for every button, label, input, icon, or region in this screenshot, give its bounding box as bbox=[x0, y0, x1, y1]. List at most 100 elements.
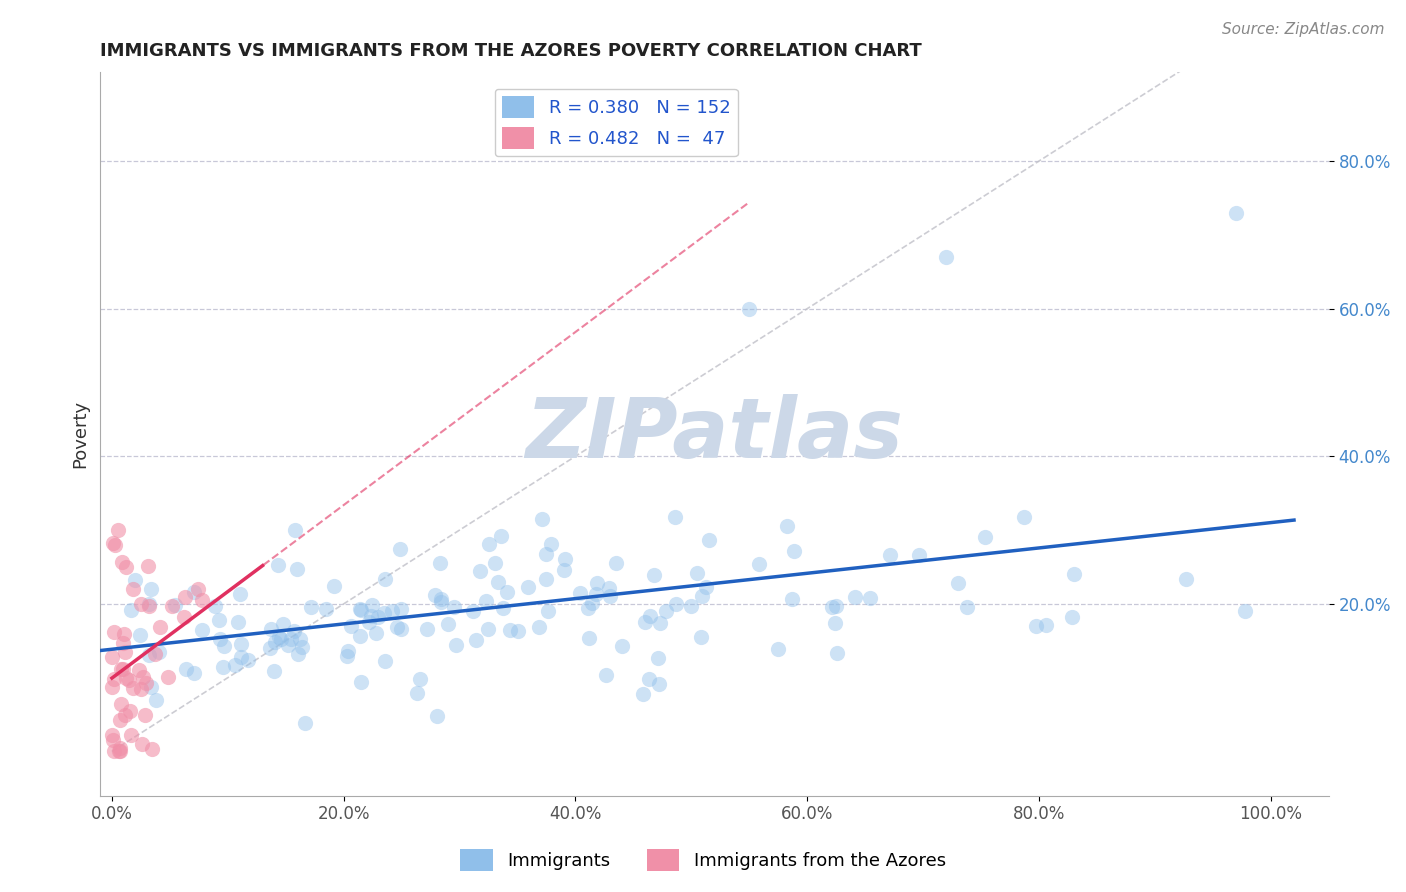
Point bbox=[121, 582, 143, 596]
Point bbox=[686, 566, 709, 580]
Point bbox=[121, 681, 143, 695]
Point bbox=[129, 682, 152, 697]
Point bbox=[946, 575, 969, 590]
Point bbox=[1035, 618, 1057, 632]
Point bbox=[374, 654, 396, 668]
Point bbox=[176, 662, 198, 676]
Point bbox=[1175, 572, 1198, 586]
Point bbox=[112, 627, 135, 641]
Point bbox=[267, 630, 290, 644]
Point bbox=[599, 589, 621, 603]
Point bbox=[648, 616, 671, 631]
Point bbox=[426, 709, 449, 723]
Point bbox=[973, 530, 995, 544]
Point bbox=[173, 609, 195, 624]
Point bbox=[1025, 619, 1047, 633]
Point bbox=[294, 715, 316, 730]
Point bbox=[437, 616, 460, 631]
Point bbox=[576, 601, 599, 615]
Point bbox=[101, 680, 124, 694]
Point bbox=[271, 617, 294, 632]
Point bbox=[187, 582, 209, 596]
Point bbox=[1234, 604, 1257, 618]
Point bbox=[389, 602, 412, 616]
Point bbox=[477, 622, 499, 636]
Point bbox=[138, 597, 160, 611]
Point bbox=[110, 663, 132, 677]
Point bbox=[163, 598, 186, 612]
Point bbox=[191, 623, 214, 637]
Point bbox=[285, 562, 308, 576]
Point bbox=[120, 603, 142, 617]
Text: IMMIGRANTS VS IMMIGRANTS FROM THE AZORES POVERTY CORRELATION CHART: IMMIGRANTS VS IMMIGRANTS FROM THE AZORES… bbox=[100, 42, 922, 60]
Point bbox=[389, 622, 412, 636]
Point bbox=[827, 646, 849, 660]
Point bbox=[633, 688, 655, 702]
Point bbox=[461, 604, 484, 618]
Point bbox=[107, 523, 129, 537]
Point bbox=[160, 599, 183, 613]
Point bbox=[108, 744, 131, 758]
Point bbox=[536, 572, 558, 586]
Point bbox=[695, 580, 717, 594]
Point bbox=[634, 615, 657, 629]
Point bbox=[101, 650, 124, 665]
Point bbox=[647, 650, 669, 665]
Point bbox=[775, 519, 797, 533]
Point bbox=[336, 649, 359, 664]
Point bbox=[145, 693, 167, 707]
Point bbox=[429, 591, 451, 606]
Point bbox=[108, 744, 131, 758]
Point bbox=[101, 536, 124, 550]
Point bbox=[409, 672, 432, 686]
Point bbox=[536, 547, 558, 561]
Point bbox=[824, 615, 846, 630]
Point bbox=[224, 658, 246, 673]
Point bbox=[540, 537, 562, 551]
Point bbox=[103, 624, 125, 639]
Point bbox=[638, 608, 661, 623]
Point bbox=[517, 580, 540, 594]
Point bbox=[132, 669, 155, 683]
Point bbox=[134, 707, 156, 722]
Point bbox=[139, 582, 162, 596]
Point bbox=[506, 624, 529, 639]
Legend: R = 0.380   N = 152, R = 0.482   N =  47: R = 0.380 N = 152, R = 0.482 N = 47 bbox=[495, 88, 738, 156]
Point bbox=[638, 673, 661, 687]
Point bbox=[429, 556, 451, 570]
Point bbox=[470, 565, 492, 579]
Point bbox=[209, 632, 232, 647]
Point bbox=[112, 662, 135, 676]
Point bbox=[374, 572, 396, 586]
Point bbox=[114, 707, 136, 722]
Point bbox=[491, 529, 513, 543]
Point bbox=[128, 628, 150, 642]
Point bbox=[360, 608, 382, 623]
Point bbox=[475, 594, 498, 608]
Point bbox=[283, 624, 305, 639]
Point bbox=[690, 630, 713, 644]
Point bbox=[537, 604, 560, 618]
Point bbox=[183, 666, 205, 681]
Point bbox=[204, 599, 226, 614]
Point bbox=[337, 643, 360, 657]
Point bbox=[783, 543, 806, 558]
Point bbox=[149, 620, 172, 634]
Text: ZIPatlas: ZIPatlas bbox=[526, 393, 904, 475]
Point bbox=[143, 647, 166, 661]
Point bbox=[423, 588, 446, 602]
Legend: Immigrants, Immigrants from the Azores: Immigrants, Immigrants from the Azores bbox=[453, 842, 953, 879]
Point bbox=[499, 623, 522, 637]
Point bbox=[299, 599, 322, 614]
Point bbox=[103, 744, 125, 758]
Point bbox=[138, 648, 160, 662]
Point bbox=[141, 742, 163, 756]
Point bbox=[1225, 205, 1247, 219]
Point bbox=[527, 620, 550, 634]
Point bbox=[569, 586, 592, 600]
Point bbox=[208, 613, 231, 627]
Point bbox=[465, 633, 488, 648]
Point bbox=[259, 641, 281, 656]
Point bbox=[110, 697, 132, 711]
Point bbox=[231, 637, 253, 651]
